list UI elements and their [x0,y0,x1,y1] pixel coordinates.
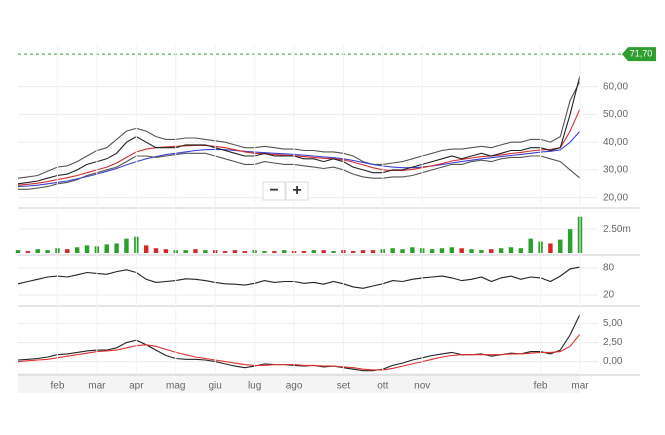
volume-bar [232,250,238,253]
volume-bar [331,251,336,253]
volume-bar [45,250,50,253]
volume-bar [301,251,307,253]
series-line [17,108,581,186]
volume-bar [143,245,149,253]
x-tick-label: set [337,381,351,392]
volume-bar [222,251,228,253]
volume-bar [429,249,435,253]
zoom-out-label: − [269,182,278,199]
volume-bar [508,247,514,253]
volume-bar [439,248,445,253]
volume-bar [390,248,395,253]
volume-bar [558,239,563,253]
volume-bar [528,238,533,253]
y-tick-label: 50,00 [603,109,628,120]
x-tick-label: nov [414,381,430,392]
volume-bar [15,250,21,253]
volume-bar [489,249,494,253]
y-tick-label: 2.50m [603,224,631,235]
y-tick-label: 0,00 [603,356,623,367]
series-line [17,333,581,371]
volume-bar [114,243,119,253]
volume-bar [242,251,247,253]
series-line [17,130,581,188]
volume-bar [193,249,198,253]
volume-bar [183,250,188,253]
x-tick-label: giu [209,381,222,392]
zoom-out-button[interactable] [262,181,286,201]
y-tick-label: 60,00 [603,81,628,92]
series-line [17,75,581,185]
y-tick-label: 40,00 [603,137,628,148]
y-tick-label: 20,00 [603,192,628,203]
volume-bar [65,249,70,253]
x-tick-label: ott [377,381,388,392]
volume-bar [272,251,277,253]
y-tick-label: 5,00 [603,318,623,329]
volume-bar [370,250,376,253]
y-tick-label: 20 [603,290,615,301]
y-tick-label: 80 [603,263,615,274]
volume-bar [459,248,464,253]
x-tick-label: feb [534,381,548,392]
series-line [17,266,581,289]
x-tick-label: apr [129,381,144,392]
volume-bar [203,250,208,253]
x-tick-label: mag [166,381,185,392]
y-tick-label: 30,00 [603,165,628,176]
volume-bar [104,244,109,253]
volume-bar [124,238,129,253]
volume-bar [281,250,287,253]
x-tick-label: mar [571,381,589,392]
volume-bar [35,249,40,253]
volume-bar [410,247,415,253]
volume-bar [321,250,326,253]
volume-bar [153,248,159,253]
volume-bar [400,249,405,253]
volume-bar [567,229,573,253]
series-line [17,80,581,179]
series-line [18,152,581,190]
volume-bar [262,251,267,253]
zoom-in-label: + [292,182,301,199]
y-tick-label: 2,50 [603,337,623,348]
volume-bar [311,250,317,253]
volume-bar [518,248,524,253]
volume-bar [360,250,366,253]
x-tick-label: feb [50,381,64,392]
volume-bar [25,251,31,253]
x-tick-label: lug [248,381,261,392]
volume-bar [469,249,474,253]
volume-bar [351,251,356,253]
volume-bar [498,248,504,253]
volume-bar [548,243,553,253]
volume-bar [84,245,90,253]
volume-bar [479,250,484,253]
x-tick-label: mar [88,381,106,392]
last-price-label: 71,70 [630,49,653,59]
zoom-controls: − + [262,181,309,201]
volume-bar [449,247,455,253]
x-axis-band [18,373,580,393]
zoom-in-button[interactable] [285,181,309,201]
x-tick-label: ago [286,381,303,392]
last-price-tag [622,47,656,62]
volume-bar [163,249,169,253]
volume-bar [74,247,80,253]
